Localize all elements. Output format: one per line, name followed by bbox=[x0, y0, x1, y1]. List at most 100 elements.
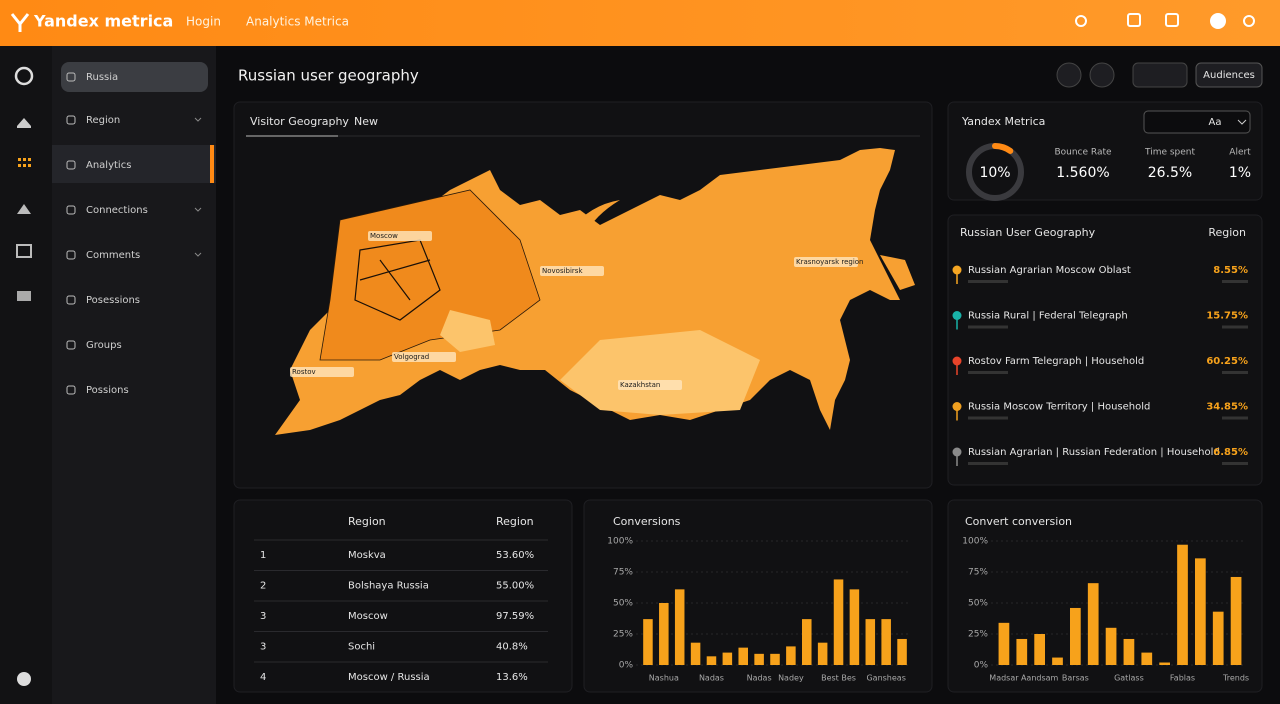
row-name: Russian Agrarian | Russian Federation | … bbox=[968, 447, 1220, 458]
table-header: Region bbox=[348, 515, 386, 528]
icon-button[interactable] bbox=[1056, 62, 1082, 88]
menu-icon[interactable] bbox=[66, 340, 76, 350]
rail-icon[interactable] bbox=[17, 672, 31, 686]
row-value: 15.75% bbox=[1206, 311, 1248, 322]
map-region[interactable] bbox=[570, 200, 620, 235]
cell: 2 bbox=[260, 581, 266, 592]
edit-icon[interactable] bbox=[1165, 13, 1179, 27]
bar[interactable] bbox=[1034, 634, 1045, 665]
nav-link[interactable]: Analytics Metrica bbox=[246, 15, 349, 29]
bar[interactable] bbox=[1230, 576, 1242, 665]
notify-icon[interactable] bbox=[1127, 13, 1141, 27]
rail-icon[interactable] bbox=[17, 204, 31, 214]
bar[interactable] bbox=[897, 638, 907, 665]
rail-icon[interactable] bbox=[17, 291, 31, 301]
row-dot bbox=[952, 311, 962, 320]
geo-list-panel bbox=[947, 214, 1263, 486]
row-dot bbox=[952, 265, 962, 275]
row-value: 8.55% bbox=[1213, 265, 1248, 276]
stat-value: 1.560% bbox=[1056, 165, 1109, 181]
row-dot bbox=[952, 447, 962, 457]
bar[interactable] bbox=[1123, 638, 1135, 665]
stat-name: Time spent bbox=[1144, 148, 1196, 158]
menu-icon[interactable] bbox=[66, 250, 76, 260]
bar[interactable] bbox=[738, 647, 748, 665]
bar[interactable] bbox=[1070, 607, 1081, 665]
rail-icon[interactable] bbox=[14, 66, 34, 86]
map-label-bg bbox=[392, 352, 456, 362]
bar[interactable] bbox=[998, 622, 1010, 665]
bar[interactable] bbox=[865, 619, 876, 665]
dropdown-label[interactable]: Aa bbox=[1209, 117, 1222, 128]
menu-item[interactable]: Region bbox=[86, 115, 120, 126]
bar[interactable] bbox=[1212, 611, 1224, 665]
map-label-bg bbox=[794, 257, 858, 267]
tab[interactable]: New bbox=[354, 115, 378, 128]
bar[interactable] bbox=[1105, 627, 1117, 665]
menu-item[interactable]: Possions bbox=[86, 385, 129, 396]
bar[interactable] bbox=[817, 642, 828, 665]
menu-item[interactable]: Russia bbox=[86, 72, 118, 83]
bar[interactable] bbox=[1087, 583, 1099, 665]
menu-icon[interactable] bbox=[66, 115, 76, 125]
menu-selected[interactable] bbox=[61, 62, 208, 92]
menu-icon[interactable] bbox=[66, 160, 76, 170]
avatar[interactable] bbox=[1210, 13, 1226, 29]
phone-icon[interactable] bbox=[1075, 15, 1087, 27]
menu-icon[interactable] bbox=[66, 205, 76, 215]
menu-active bbox=[52, 145, 216, 183]
y-tick-label: 50% bbox=[968, 599, 988, 609]
donut-arc bbox=[992, 143, 1014, 154]
bar[interactable] bbox=[659, 603, 669, 665]
menu-item[interactable]: Comments bbox=[86, 250, 140, 261]
bar[interactable] bbox=[802, 619, 812, 665]
dropdown[interactable] bbox=[1143, 110, 1251, 134]
map-region[interactable] bbox=[880, 255, 915, 290]
menu-icon[interactable] bbox=[66, 385, 76, 395]
bar[interactable] bbox=[849, 589, 860, 665]
row-name: Russia Rural | Federal Telegraph bbox=[968, 311, 1128, 322]
bar[interactable] bbox=[770, 653, 780, 665]
tab[interactable]: Visitor Geography bbox=[250, 115, 349, 128]
bar[interactable] bbox=[1016, 638, 1028, 665]
cell: 3 bbox=[260, 642, 266, 653]
logo: Yandex metrica bbox=[33, 12, 173, 31]
map-label: Rostov bbox=[292, 368, 316, 376]
menu-item[interactable]: Connections bbox=[86, 205, 148, 216]
bar[interactable] bbox=[786, 646, 796, 665]
nav-link[interactable]: Hogin bbox=[186, 15, 221, 29]
bar[interactable] bbox=[754, 653, 764, 665]
y-tick-label: 25% bbox=[968, 630, 988, 640]
bar[interactable] bbox=[1052, 657, 1063, 665]
bar[interactable] bbox=[881, 619, 891, 665]
bar[interactable] bbox=[1177, 544, 1188, 665]
bar[interactable] bbox=[1159, 662, 1170, 665]
bar[interactable] bbox=[674, 589, 685, 665]
y-tick-label: 0% bbox=[619, 661, 634, 671]
rail-icon[interactable] bbox=[17, 118, 31, 128]
y-tick-label: 50% bbox=[613, 599, 633, 609]
donut-label: 10% bbox=[979, 165, 1010, 181]
button-label[interactable]: Audiences bbox=[1203, 70, 1255, 81]
map-region[interactable] bbox=[560, 330, 760, 415]
bar[interactable] bbox=[722, 652, 733, 665]
bar[interactable] bbox=[833, 579, 844, 665]
menu-icon[interactable] bbox=[66, 295, 76, 305]
menu-icon[interactable] bbox=[66, 72, 76, 82]
settings-icon[interactable] bbox=[1243, 15, 1255, 27]
bar[interactable] bbox=[690, 642, 701, 665]
bar[interactable] bbox=[1195, 558, 1206, 665]
map-region[interactable] bbox=[440, 310, 495, 352]
bar[interactable] bbox=[1141, 652, 1153, 665]
rail-icon[interactable] bbox=[18, 158, 31, 167]
bar[interactable] bbox=[643, 619, 653, 665]
row-sub bbox=[1222, 371, 1248, 374]
menu-item[interactable]: Analytics bbox=[86, 160, 131, 171]
menu-item[interactable]: Groups bbox=[86, 340, 122, 351]
audiences-button[interactable] bbox=[1195, 62, 1263, 88]
icon-button[interactable] bbox=[1089, 62, 1115, 88]
menu-item[interactable]: Posessions bbox=[86, 295, 140, 306]
bar[interactable] bbox=[706, 656, 717, 665]
rail-icon[interactable] bbox=[16, 244, 32, 258]
icon-button[interactable] bbox=[1132, 62, 1188, 88]
